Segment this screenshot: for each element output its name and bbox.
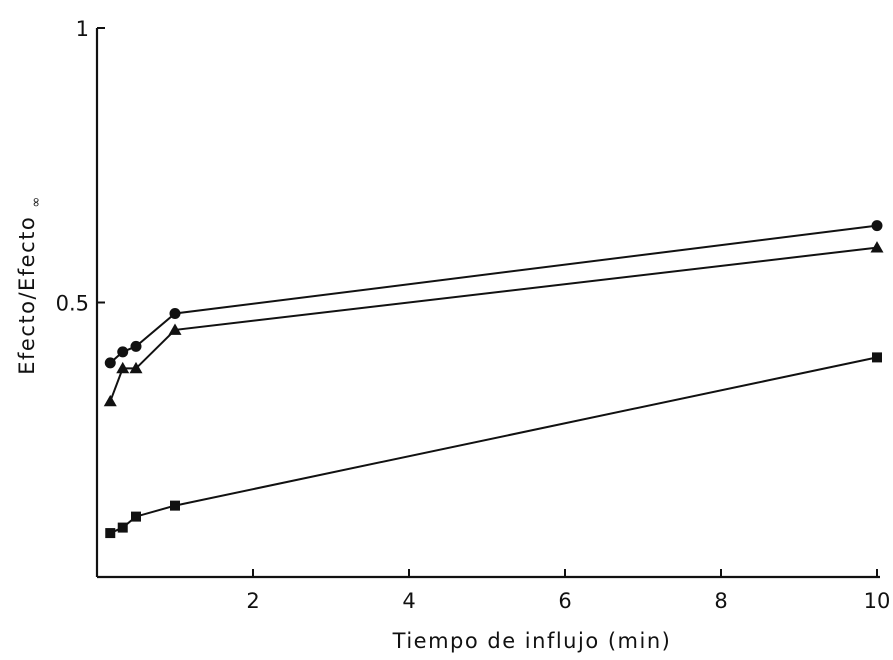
data-point-circle bbox=[117, 346, 129, 358]
data-point-square bbox=[872, 352, 882, 363]
data-point-square bbox=[117, 522, 128, 533]
y-ticks: 0.51 bbox=[56, 17, 105, 316]
data-point-triangle bbox=[870, 241, 884, 253]
series-line-circle bbox=[109, 224, 878, 364]
x-tick-label: 2 bbox=[246, 589, 259, 613]
y-axis-label-subscript: ∞ bbox=[29, 195, 44, 207]
series-layer bbox=[103, 220, 884, 539]
series-circle bbox=[104, 220, 883, 369]
x-tick-label: 6 bbox=[558, 589, 571, 613]
y-axis-label: Efecto/Efecto ∞ bbox=[15, 195, 44, 375]
series-triangle bbox=[103, 241, 884, 407]
data-point-triangle bbox=[116, 361, 130, 374]
x-ticks: 2 4 6 8 10 bbox=[246, 569, 890, 613]
y-tick-label: 0.5 bbox=[56, 292, 89, 316]
data-point-circle bbox=[130, 340, 142, 352]
series-square bbox=[105, 352, 882, 539]
axes bbox=[95, 28, 880, 579]
data-point-circle bbox=[169, 307, 181, 319]
data-point-square bbox=[105, 528, 116, 539]
data-point-triangle bbox=[103, 394, 117, 407]
series-line-triangle bbox=[109, 246, 878, 402]
x-tick-label: 10 bbox=[864, 589, 891, 613]
x-axis-label: Tiempo de influjo (min) bbox=[392, 629, 672, 653]
data-point-circle bbox=[871, 220, 883, 232]
x-tick-label: 8 bbox=[714, 589, 727, 613]
data-point-square bbox=[131, 511, 141, 522]
data-point-circle bbox=[104, 357, 116, 369]
data-point-triangle bbox=[168, 323, 182, 335]
y-tick-label: 1 bbox=[76, 17, 89, 41]
data-point-square bbox=[170, 500, 180, 511]
y-axis-label-main: Efecto/Efecto bbox=[15, 216, 39, 375]
series-line-square bbox=[109, 356, 878, 535]
data-point-triangle bbox=[129, 361, 143, 374]
x-tick-label: 4 bbox=[402, 589, 415, 613]
